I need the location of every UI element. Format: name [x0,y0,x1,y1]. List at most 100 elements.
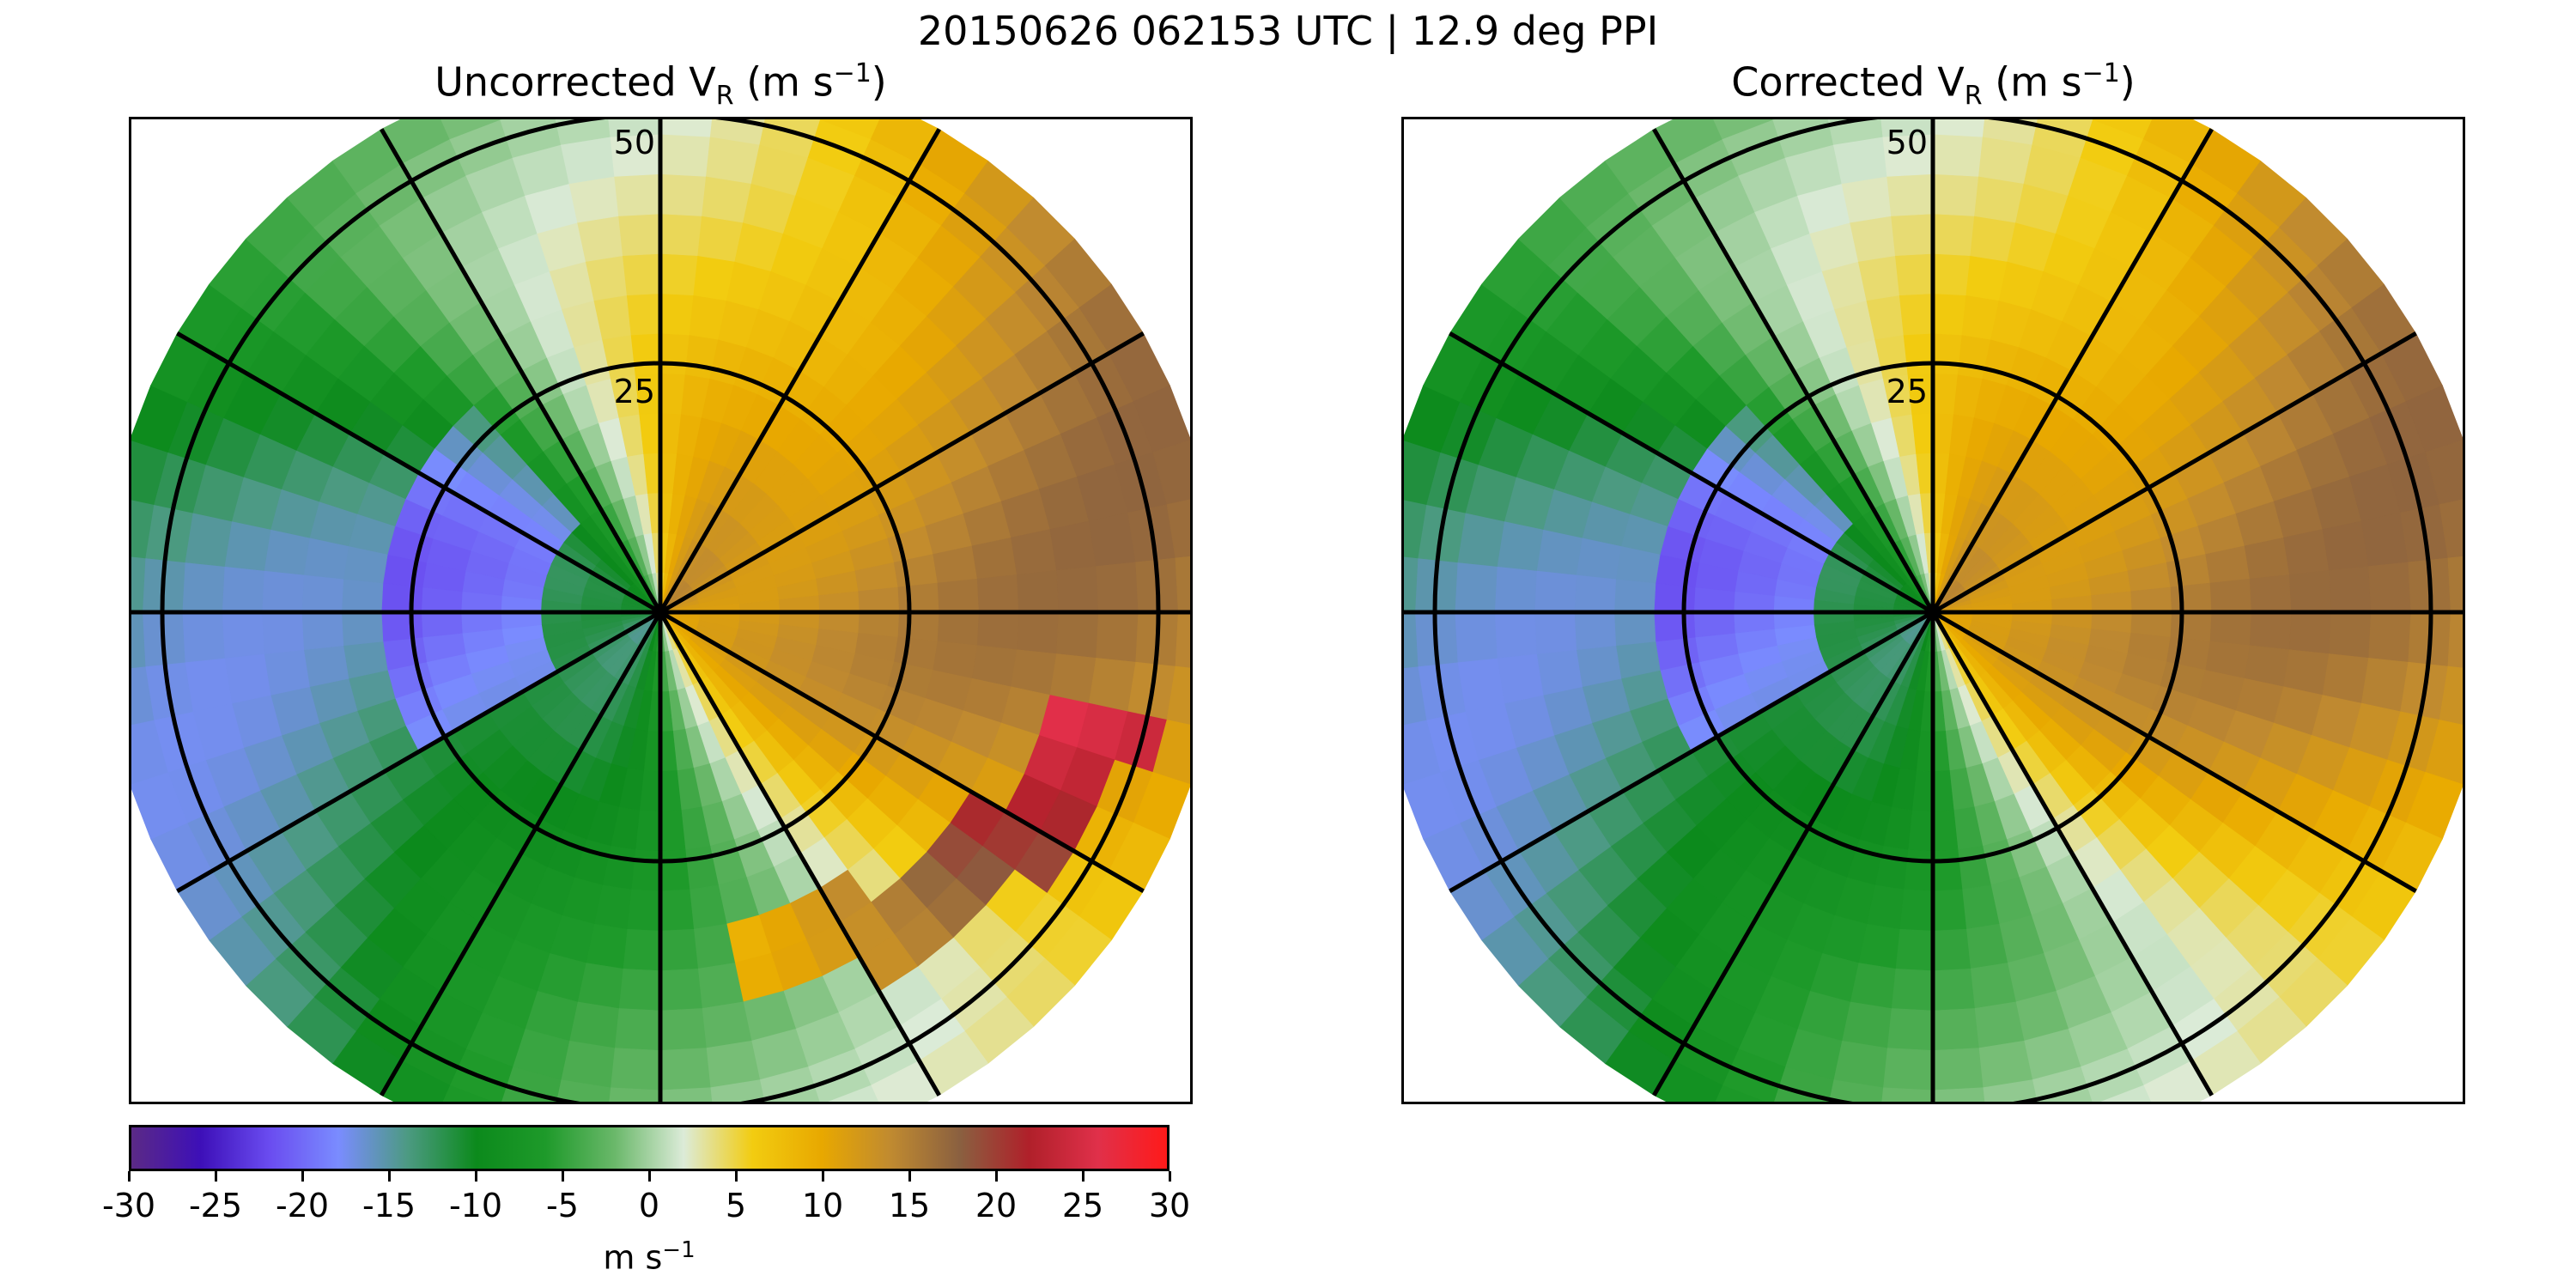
velocity-gate [608,1087,661,1102]
velocity-gate [2170,582,2213,613]
velocity-gate [1016,570,1060,613]
velocity-gate [1056,566,1099,613]
azimuth-spoke [176,610,662,893]
colorbar-tick-label: 10 [801,1187,844,1224]
velocity-gate [1850,216,1896,262]
velocity-gate [1088,658,1137,713]
velocity-gate [1932,253,1971,296]
velocity-gate [1011,529,1057,575]
velocity-gate [1899,293,1934,336]
velocity-gate [1982,119,2038,145]
range-ring-label: 50 [1886,124,1928,161]
velocity-gate [1613,578,1656,613]
velocity-gate [1932,849,1963,892]
velocity-gate [897,582,940,613]
velocity-gate [1166,665,1190,726]
velocity-gate [614,1008,661,1051]
velocity-gate [1049,653,1097,704]
velocity-gate [976,574,1019,613]
colorbar-tick-label: 5 [725,1187,747,1224]
velocity-gate [1978,136,2033,185]
velocity-gate [626,293,661,336]
velocity-gate [131,611,146,669]
velocity-gate [261,611,305,654]
velocity-gate [659,1087,713,1102]
velocity-gate [2100,1084,2152,1102]
velocity-gate [1096,562,1139,613]
velocity-gate [1574,611,1617,651]
velocity-gate [820,119,880,140]
velocity-gate [1096,611,1139,663]
velocity-gate [1827,119,1884,145]
velocity-gate [181,562,225,613]
velocity-gate [1894,253,1934,296]
velocity-gate [441,1084,493,1102]
velocity-gate [1574,574,1617,613]
velocity-gate [706,1040,761,1089]
velocity-gate [1404,665,1427,726]
velocity-gate [568,176,619,223]
velocity-gate [1932,293,1967,336]
velocity-gate [1088,512,1137,567]
velocity-gate [1404,556,1419,613]
velocity-gate [937,578,980,613]
colorbar-tick-label: 20 [975,1187,1018,1224]
velocity-gate [264,649,310,696]
velocity-gate [1404,720,1441,785]
azimuth-spoke [659,331,1145,615]
velocity-gate [2130,586,2172,613]
velocity-gate [131,499,155,559]
velocity-gate [828,1084,879,1102]
velocity-gate [1536,649,1583,696]
velocity-gate [1828,1079,1884,1102]
velocity-gate [131,440,168,505]
azimuth-spoke [380,611,663,1097]
velocity-gate [1404,440,1441,505]
velocity-gate [261,570,305,613]
colorbar-tick-label: 0 [638,1187,660,1224]
velocity-gate [818,119,821,120]
azimuth-spoke [658,128,941,614]
velocity-gate [222,611,264,659]
colorbar-tick [908,1171,911,1182]
velocity-gate [630,332,661,375]
velocity-gate [2368,611,2412,663]
velocity-gate [1932,173,1979,216]
velocity-gate [1404,772,1461,840]
velocity-gate [1832,136,1887,185]
colorbar-tick-label: -25 [188,1187,243,1224]
velocity-gate [1494,566,1537,613]
velocity-gate [1494,611,1537,659]
velocity-gate [702,176,752,223]
azimuth-spoke [1449,610,1935,893]
velocity-gate [1772,119,1775,120]
velocity-gate [2405,385,2463,453]
velocity-gate [1974,1001,2025,1048]
velocity-gate [709,1079,765,1102]
velocity-gate [1016,611,1060,654]
velocity-gate [2425,440,2463,505]
velocity-gate [224,520,271,571]
velocity-gate [1534,611,1577,654]
velocity-gate [2360,512,2409,567]
velocity-gate [2032,1066,2093,1102]
velocity-gate [1152,720,1190,785]
velocity-gate [2322,520,2369,571]
colorbar-tick-label: 30 [1148,1187,1191,1224]
velocity-gate [1713,119,1773,140]
velocity-gate [1932,810,1959,852]
velocity-gate [1841,1001,1892,1048]
velocity-gate [2447,611,2463,669]
velocity-gate [2209,611,2252,647]
velocity-gate [341,611,384,647]
velocity-gate [659,173,707,216]
velocity-gate [937,611,980,647]
velocity-gate [1978,1040,2033,1089]
velocity-gate [697,963,744,1009]
velocity-gate [1932,373,1959,415]
velocity-gate [560,136,615,185]
velocity-gate [2329,566,2372,613]
velocity-gate [556,1079,611,1102]
velocity-gate [626,889,661,932]
velocity-gate [1454,611,1498,663]
